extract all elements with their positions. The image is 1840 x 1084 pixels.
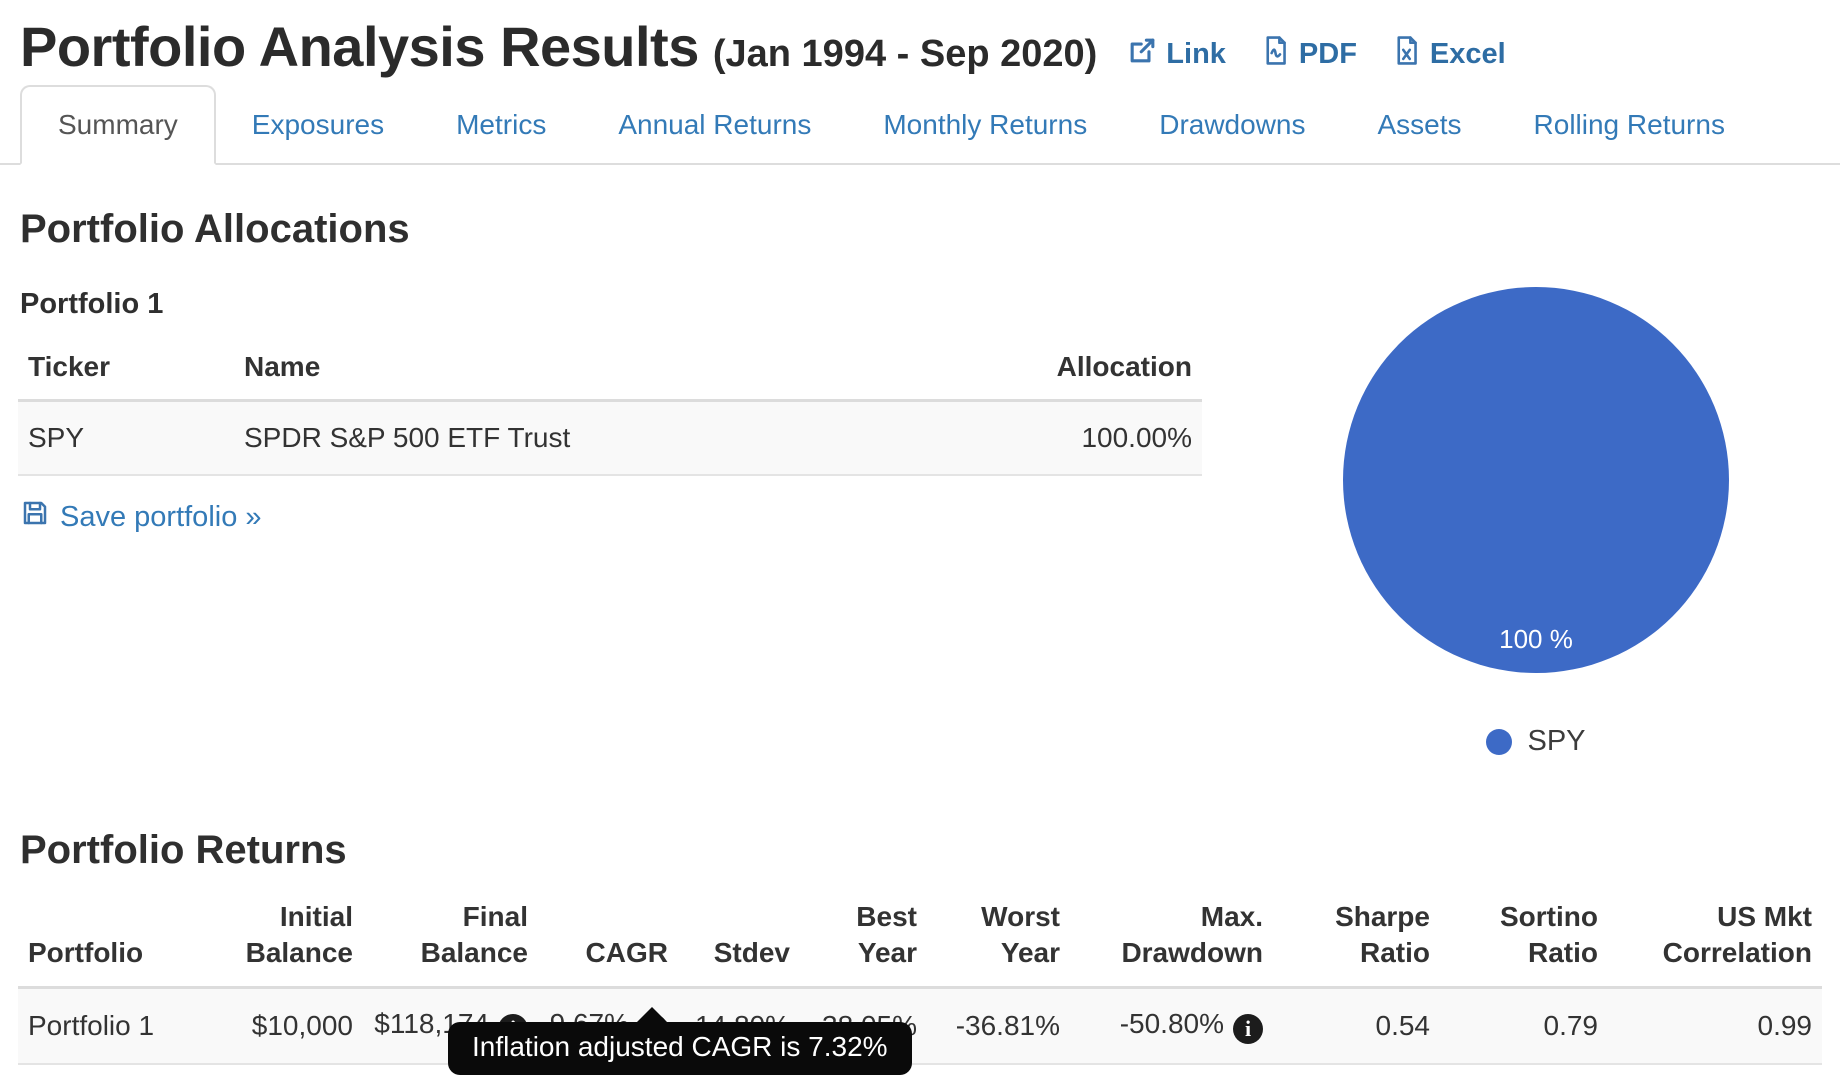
name-cell: SPDR S&P 500 ETF Trust	[234, 400, 964, 476]
col-cagr: CAGR	[538, 899, 678, 990]
initial-balance-cell: $10,000	[218, 987, 363, 1066]
pie-legend: SPY	[1343, 725, 1729, 758]
tab-annual-returns[interactable]: Annual Returns	[618, 109, 812, 140]
portfolio-cell: Portfolio 1	[18, 987, 218, 1066]
col-sortino-ratio: Sortino Ratio	[1440, 899, 1608, 990]
page-date-range: (Jan 1994 - Sep 2020)	[712, 33, 1098, 75]
sharpe-ratio-cell: 0.54	[1273, 987, 1440, 1066]
external-link-icon	[1127, 35, 1158, 74]
ticker-cell: SPY	[18, 400, 234, 476]
tab-assets[interactable]: Assets	[1377, 109, 1462, 140]
sortino-ratio-cell: 0.79	[1440, 987, 1608, 1066]
portfolio-name: Portfolio 1	[20, 288, 164, 320]
col-ticker: Ticker	[18, 321, 234, 402]
tab-monthly-returns[interactable]: Monthly Returns	[883, 109, 1088, 140]
col-stdev: Stdev	[678, 899, 800, 990]
col-best-year: Best Year	[800, 899, 927, 990]
pdf-file-icon	[1260, 35, 1291, 74]
col-sharpe-ratio: Sharpe Ratio	[1273, 899, 1440, 990]
excel-button[interactable]: Excel	[1391, 35, 1506, 74]
info-icon[interactable]	[1233, 1014, 1263, 1045]
export-links: Link PDF Excel	[1127, 35, 1506, 74]
col-name: Name	[234, 321, 964, 402]
tab-drawdowns[interactable]: Drawdowns	[1159, 109, 1306, 140]
max-drawdown-cell: -50.80%	[1070, 987, 1273, 1066]
allocations-header-row: Ticker Name Allocation	[18, 321, 1202, 402]
allocation-pie-chart: 100 % SPY	[1343, 287, 1729, 758]
excel-file-icon	[1391, 35, 1422, 74]
col-allocation: Allocation	[964, 321, 1202, 402]
worst-year-cell: -36.81%	[927, 987, 1070, 1066]
col-max-drawdown: Max. Drawdown	[1070, 899, 1273, 990]
save-portfolio-link[interactable]: Save portfolio »	[20, 498, 262, 536]
page-header: Portfolio Analysis Results (Jan 1994 - S…	[20, 14, 1840, 79]
tab-metrics[interactable]: Metrics	[456, 109, 547, 140]
allocations-table: Ticker Name Allocation SPY SPDR S&P 500 …	[18, 321, 1202, 476]
col-portfolio: Portfolio	[18, 899, 218, 990]
returns-table: Portfolio Initial Balance Final Balance …	[18, 899, 1822, 1066]
allocation-cell: 100.00%	[964, 400, 1202, 476]
pie-slice-spy[interactable]: 100 %	[1343, 287, 1729, 673]
tab-summary[interactable]: Summary	[20, 85, 216, 165]
col-us-mkt-correlation: US Mkt Correlation	[1608, 899, 1822, 990]
pie-slice-label: 100 %	[1499, 624, 1573, 654]
table-row: SPY SPDR S&P 500 ETF Trust 100.00%	[18, 400, 1202, 476]
tab-bar: Summary Exposures Metrics Annual Returns…	[0, 85, 1840, 165]
tab-rolling-returns[interactable]: Rolling Returns	[1533, 109, 1725, 140]
tab-exposures[interactable]: Exposures	[251, 109, 385, 140]
cagr-tooltip: Inflation adjusted CAGR is 7.32%	[448, 1007, 912, 1075]
col-initial-balance: Initial Balance	[218, 899, 363, 990]
save-icon	[20, 498, 50, 536]
link-button[interactable]: Link	[1127, 35, 1226, 74]
legend-label: SPY	[1527, 725, 1586, 757]
legend-dot	[1486, 728, 1513, 755]
col-final-balance: Final Balance	[363, 899, 538, 990]
page-title: Portfolio Analysis Results	[20, 15, 699, 78]
pdf-button[interactable]: PDF	[1260, 35, 1357, 74]
col-worst-year: Worst Year	[927, 899, 1070, 990]
table-row: Portfolio 1 $10,000 $118,174 9.67% 14.80…	[18, 987, 1822, 1066]
allocations-heading: Portfolio Allocations	[20, 207, 410, 251]
us-mkt-correlation-cell: 0.99	[1608, 987, 1822, 1066]
returns-header-row: Portfolio Initial Balance Final Balance …	[18, 899, 1822, 990]
returns-heading: Portfolio Returns	[20, 828, 347, 872]
